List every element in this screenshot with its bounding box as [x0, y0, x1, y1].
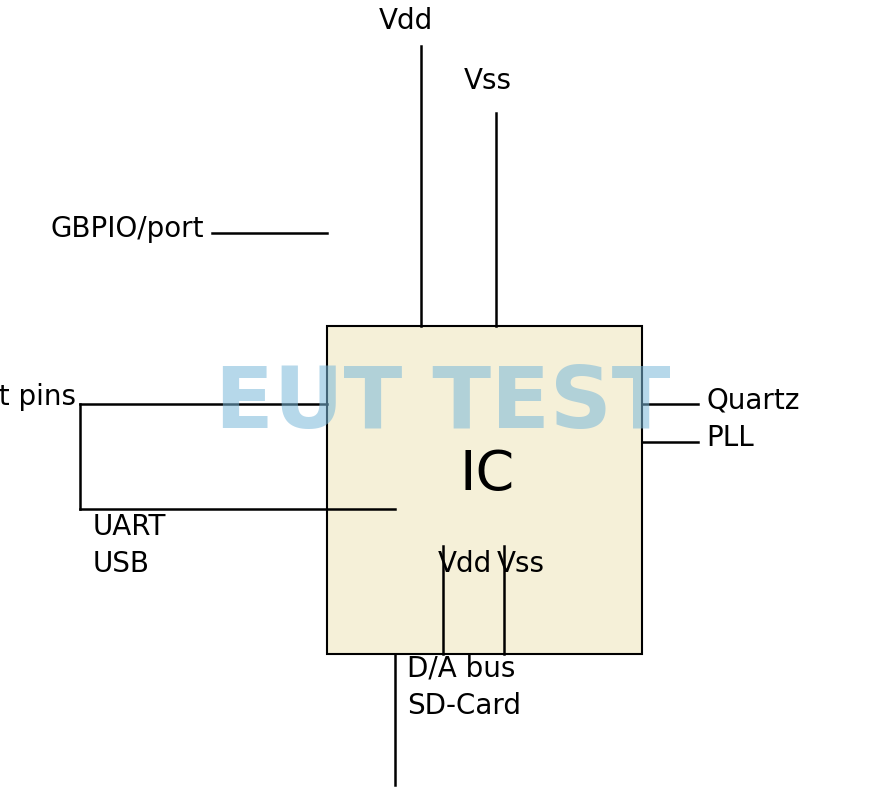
Text: Vdd: Vdd — [438, 550, 492, 578]
Text: USB: USB — [92, 550, 149, 578]
Bar — [328, 326, 642, 654]
Text: PLL: PLL — [706, 424, 754, 452]
Text: Vdd: Vdd — [378, 7, 432, 35]
Text: D/A bus: D/A bus — [407, 654, 516, 683]
Text: Port / Test pins: Port / Test pins — [0, 383, 76, 411]
Text: Vss: Vss — [463, 67, 511, 94]
Text: Vss: Vss — [496, 550, 544, 578]
Text: GBPIO/port: GBPIO/port — [51, 215, 204, 243]
Text: EUT TEST: EUT TEST — [215, 363, 671, 446]
Text: Quartz: Quartz — [706, 387, 800, 414]
Text: IC: IC — [459, 449, 515, 503]
Text: SD-Card: SD-Card — [407, 692, 521, 720]
Text: UART: UART — [92, 513, 166, 541]
